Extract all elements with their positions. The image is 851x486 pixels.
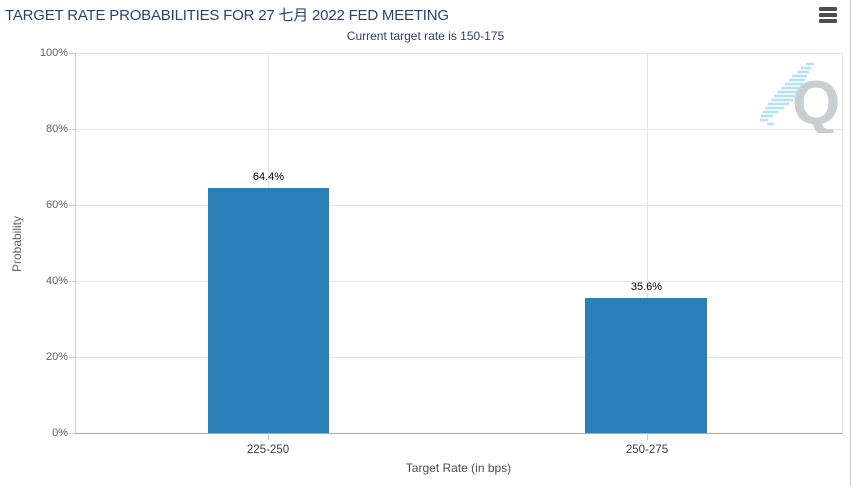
y-axis	[75, 53, 76, 433]
gridline	[75, 129, 842, 130]
x-tick	[647, 433, 648, 440]
x-axis-title: Target Rate (in bps)	[405, 461, 512, 475]
quikstrike-logo: Q	[760, 62, 840, 133]
gridline	[647, 53, 648, 433]
gridline	[75, 205, 842, 206]
y-tick-label: 40%	[45, 275, 68, 287]
hamburger-menu-icon	[819, 7, 837, 11]
plot-border	[842, 53, 843, 433]
y-tick-label: 0%	[52, 427, 68, 439]
y-tick	[69, 433, 75, 434]
y-tick-label: 20%	[45, 351, 68, 363]
gridline	[75, 53, 842, 54]
y-tick-label: 60%	[45, 199, 68, 211]
y-tick	[69, 205, 75, 206]
hamburger-menu-icon	[819, 19, 837, 23]
y-tick-label: 80%	[45, 123, 68, 135]
x-tick	[268, 433, 269, 440]
svg-text:Q: Q	[792, 69, 840, 133]
y-tick	[69, 357, 75, 358]
bar-250-275[interactable]	[585, 298, 707, 433]
x-category-label: 250-275	[625, 444, 669, 456]
y-tick	[69, 53, 75, 54]
bar-225-250[interactable]	[208, 188, 329, 433]
y-axis-title: Probability	[10, 215, 24, 273]
gridline	[75, 281, 842, 282]
gridline	[75, 357, 842, 358]
y-tick	[69, 281, 75, 282]
x-category-label: 225-250	[246, 444, 290, 456]
y-tick	[69, 129, 75, 130]
bar-value-label: 35.6%	[630, 281, 663, 293]
x-axis	[75, 433, 843, 434]
chart-subtitle: Current target rate is 150-175	[346, 29, 505, 43]
hamburger-menu-icon	[819, 13, 837, 17]
bar-value-label: 64.4%	[252, 171, 285, 183]
chart-context-menu-button[interactable]	[818, 6, 838, 24]
page-title: TARGET RATE PROBABILITIES FOR 27 七月 2022…	[5, 7, 449, 24]
y-tick-label: 100%	[39, 47, 68, 59]
